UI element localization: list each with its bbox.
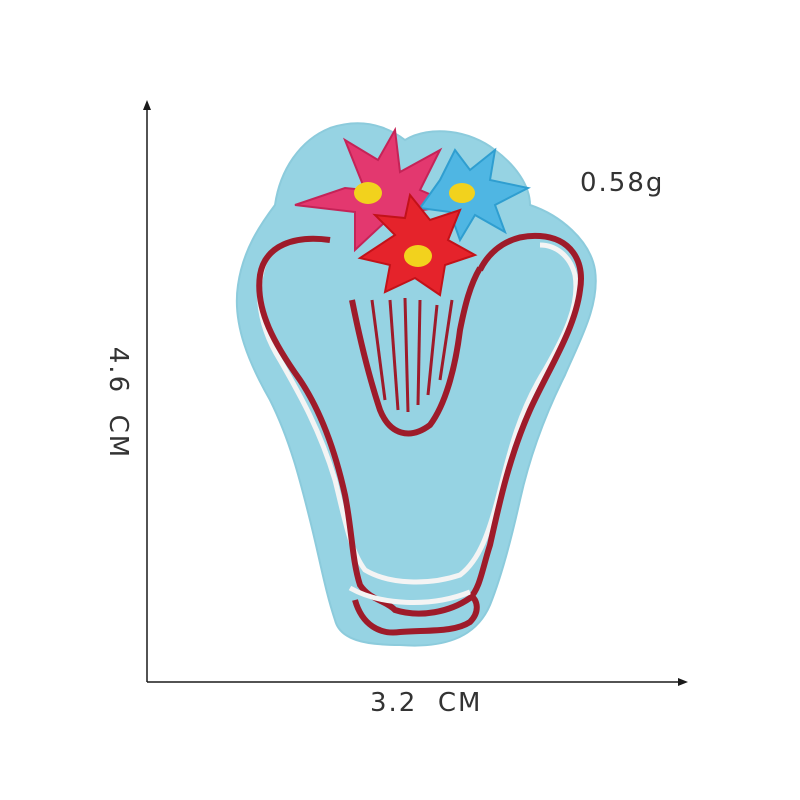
red-flower [357,192,478,297]
blue-flower [418,147,531,243]
weight-label: 0.58g [580,168,665,198]
height-dimension-label: 4.6 CM [103,346,134,460]
width-dimension-label: 3.2 CM [370,688,483,718]
